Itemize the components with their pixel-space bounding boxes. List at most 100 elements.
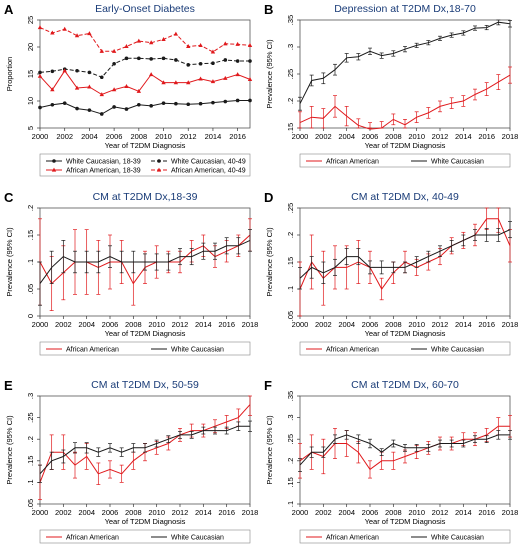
- x-tick-label: 2010: [408, 320, 425, 329]
- x-tick-label: 2000: [32, 132, 49, 141]
- chart-svg: C CM at T2DM Dx,18-39 0 .05 .1 .15 .2 2000 2002 2…: [4, 190, 258, 356]
- legend-label: White Caucasian: [171, 347, 224, 354]
- x-tick-label: 2012: [432, 320, 449, 329]
- series-african-american-40-49: [37, 25, 253, 54]
- x-tick-label: 2016: [478, 320, 495, 329]
- series-line: [39, 100, 250, 115]
- data-point: [248, 59, 252, 63]
- legend-label: African American: [326, 535, 379, 542]
- series-line: [299, 229, 511, 279]
- data-point: [62, 101, 67, 105]
- data-point: [38, 105, 42, 110]
- y-tick-label: .35: [286, 391, 295, 401]
- y-tick-label: .15: [286, 257, 295, 267]
- data-point: [161, 37, 166, 42]
- x-axis-label: Year of T2DM Diagnosis: [105, 517, 186, 526]
- data-point: [75, 106, 79, 111]
- x-axis-label: Year of T2DM Diagnosis: [105, 141, 186, 150]
- x-tick-label: 2016: [218, 508, 235, 517]
- data-point: [50, 102, 55, 107]
- x-tick-label: 2010: [408, 508, 425, 517]
- x-tick-label: 2014: [195, 320, 212, 329]
- y-tick-label: .2: [26, 205, 35, 211]
- data-point: [124, 56, 129, 61]
- data-point: [161, 101, 166, 105]
- y-tick-label: .3: [286, 44, 295, 50]
- data-point: [223, 99, 228, 104]
- x-tick-label: 2008: [385, 132, 402, 141]
- x-tick-label: 2012: [180, 132, 197, 141]
- data-point: [50, 87, 55, 92]
- x-tick-label: 2010: [148, 320, 165, 329]
- legend-box: [39, 153, 251, 177]
- data-point: [210, 79, 216, 84]
- y-axis-label: Prevalence (95% CI): [5, 227, 14, 297]
- x-tick-label: 2010: [155, 132, 172, 141]
- data-point: [198, 76, 203, 81]
- y-tick-label: .2: [26, 436, 35, 442]
- x-tick-label: 2004: [78, 320, 95, 329]
- series-line: [39, 57, 250, 78]
- y-tick-label: .25: [26, 412, 35, 422]
- data-point: [149, 104, 153, 108]
- y-tick-label: .05: [26, 284, 35, 294]
- legend-box: [299, 529, 511, 544]
- legend-box: [39, 529, 251, 544]
- legend: African American White Caucasian: [299, 153, 511, 168]
- data-point: [124, 44, 129, 49]
- data-point: [99, 75, 104, 80]
- data-point: [112, 105, 116, 109]
- data-point: [174, 101, 178, 106]
- data-point: [99, 48, 104, 53]
- legend-label: African American: [66, 535, 119, 542]
- data-point: [235, 98, 240, 103]
- y-tick-label: .25: [286, 69, 295, 79]
- x-tick-label: 2006: [362, 132, 379, 141]
- data-point: [223, 58, 228, 62]
- panel-letter: A: [4, 2, 14, 17]
- data-point: [111, 87, 117, 92]
- legend-label: White Caucasian: [431, 159, 484, 166]
- y-tick-label: 20: [26, 43, 35, 51]
- legend-box: [299, 153, 511, 168]
- x-tick-label: 2006: [362, 320, 379, 329]
- x-tick-label: 2008: [385, 320, 402, 329]
- series-line: [39, 27, 251, 53]
- y-tick-label: 5: [26, 126, 35, 130]
- panel-e: E CM at T2DM Dx, 50-59 .05 .1 .15 .2 .25 .3 2000…: [0, 376, 260, 556]
- legend: African American White Caucasian: [39, 341, 251, 356]
- series-african-american: [298, 66, 512, 130]
- data-point: [198, 42, 203, 47]
- x-tick-label: 2016: [478, 132, 495, 141]
- legend-box: [299, 341, 511, 356]
- data-point: [124, 84, 129, 89]
- x-axis-label: Year of T2DM Diagnosis: [365, 517, 446, 526]
- data-point: [112, 61, 116, 66]
- y-axis-label: Prevalence (95% CI): [265, 415, 274, 485]
- data-point: [161, 80, 166, 85]
- x-tick-label: 2010: [148, 508, 165, 517]
- x-tick-label: 2014: [455, 132, 472, 141]
- panel-letter: F: [264, 378, 272, 393]
- chart-svg: A Early-Onset Diabetes 5 10 15 20 25 2000 2002 20…: [4, 2, 253, 177]
- x-tick-label: 2002: [56, 132, 73, 141]
- x-tick-label: 2014: [205, 132, 222, 141]
- y-tick-label: .15: [286, 123, 295, 133]
- x-tick-label: 2006: [362, 508, 379, 517]
- data-point: [198, 101, 203, 106]
- series-line: [39, 69, 251, 96]
- data-point: [148, 72, 154, 77]
- legend: White Caucasian, 18-39 White Caucasian, 4…: [39, 153, 251, 177]
- series-white-caucasian: [298, 221, 512, 290]
- data-point: [74, 33, 80, 38]
- series-white-caucasian-18-39: [38, 98, 252, 116]
- x-tick-label: 2008: [125, 320, 142, 329]
- x-tick-label: 2012: [172, 508, 189, 517]
- legend-label: African American, 18-39: [66, 168, 141, 175]
- legend-marker: [52, 159, 56, 163]
- chart-title: Depression at T2DM Dx,18-70: [334, 3, 476, 15]
- data-point: [186, 44, 191, 49]
- y-tick-label: 25: [26, 16, 35, 24]
- y-tick-label: .15: [26, 230, 35, 240]
- x-tick-label: 2004: [78, 508, 95, 517]
